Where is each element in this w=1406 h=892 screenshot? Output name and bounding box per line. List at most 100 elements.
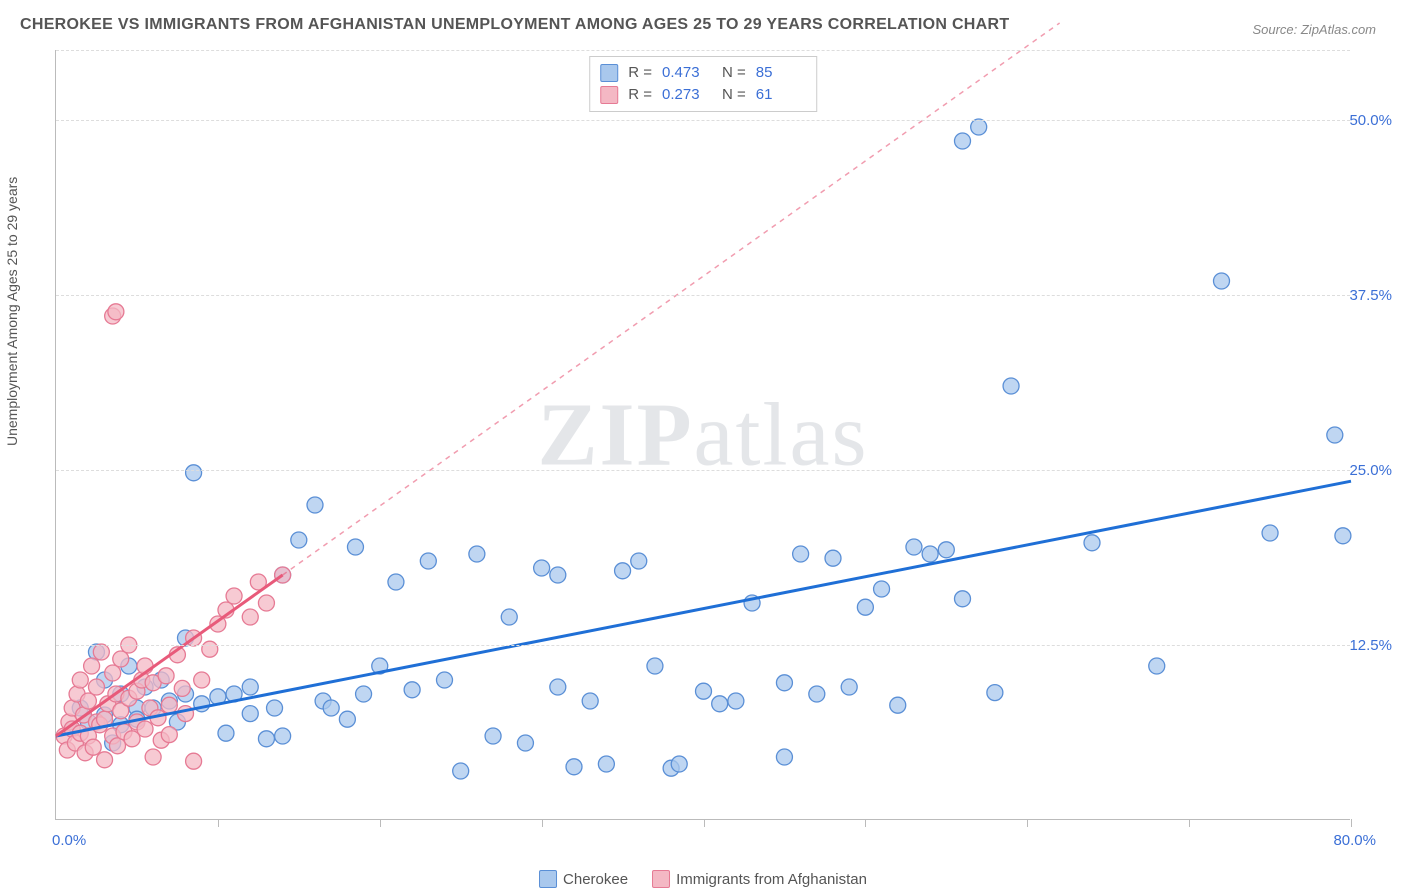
data-point xyxy=(857,599,873,615)
data-point xyxy=(226,588,242,604)
data-point xyxy=(696,683,712,699)
data-point xyxy=(291,532,307,548)
legend-r-value: 0.473 xyxy=(662,62,712,84)
data-point xyxy=(356,686,372,702)
data-point xyxy=(671,756,687,772)
data-point xyxy=(186,465,202,481)
data-point xyxy=(242,706,258,722)
x-axis-min: 0.0% xyxy=(52,832,86,849)
legend-n-value: 61 xyxy=(756,84,806,106)
data-point xyxy=(1262,525,1278,541)
legend-n-label: N = xyxy=(722,62,746,84)
data-point xyxy=(97,752,113,768)
plot-svg xyxy=(56,50,1350,819)
x-tick xyxy=(1189,819,1190,827)
data-point xyxy=(712,696,728,712)
data-point xyxy=(793,546,809,562)
data-point xyxy=(550,679,566,695)
data-point xyxy=(388,574,404,590)
data-point xyxy=(307,497,323,513)
grid-line xyxy=(56,50,1350,51)
data-point xyxy=(1149,658,1165,674)
data-point xyxy=(174,680,190,696)
y-tick-label: 12.5% xyxy=(1349,637,1392,654)
data-point xyxy=(955,591,971,607)
data-point xyxy=(598,756,614,772)
legend-n-value: 85 xyxy=(756,62,806,84)
legend-series: Cherokee Immigrants from Afghanistan xyxy=(539,870,867,888)
legend-r-label: R = xyxy=(628,84,652,106)
data-point xyxy=(194,672,210,688)
data-point xyxy=(1084,535,1100,551)
data-point xyxy=(137,721,153,737)
data-point xyxy=(347,539,363,555)
data-point xyxy=(906,539,922,555)
data-point xyxy=(323,700,339,716)
data-point xyxy=(453,763,469,779)
data-point xyxy=(1335,528,1351,544)
data-point xyxy=(161,697,177,713)
data-point xyxy=(647,658,663,674)
chart-title: CHEROKEE VS IMMIGRANTS FROM AFGHANISTAN … xyxy=(20,16,1009,34)
data-point xyxy=(242,609,258,625)
data-point xyxy=(339,711,355,727)
data-point xyxy=(517,735,533,751)
x-tick xyxy=(218,819,219,827)
legend-r-label: R = xyxy=(628,62,652,84)
x-tick xyxy=(704,819,705,827)
data-point xyxy=(258,731,274,747)
data-point xyxy=(105,665,121,681)
data-point xyxy=(158,668,174,684)
y-tick-label: 25.0% xyxy=(1349,462,1392,479)
data-point xyxy=(404,682,420,698)
data-point xyxy=(890,697,906,713)
x-tick xyxy=(542,819,543,827)
data-point xyxy=(501,609,517,625)
data-point xyxy=(161,727,177,743)
data-point xyxy=(93,644,109,660)
data-point xyxy=(534,560,550,576)
data-point xyxy=(841,679,857,695)
data-point xyxy=(186,753,202,769)
legend-stat-row: R =0.273N =61 xyxy=(600,84,806,106)
grid-line xyxy=(56,120,1350,121)
data-point xyxy=(72,672,88,688)
data-point xyxy=(202,641,218,657)
data-point xyxy=(485,728,501,744)
data-point xyxy=(1214,273,1230,289)
data-point xyxy=(955,133,971,149)
data-point xyxy=(84,658,100,674)
legend-n-label: N = xyxy=(722,84,746,106)
data-point xyxy=(80,693,96,709)
x-tick xyxy=(380,819,381,827)
legend-series-item: Immigrants from Afghanistan xyxy=(652,870,867,888)
data-point xyxy=(582,693,598,709)
data-point xyxy=(809,686,825,702)
data-point xyxy=(145,749,161,765)
data-point xyxy=(971,119,987,135)
x-axis-max: 80.0% xyxy=(1333,832,1376,849)
data-point xyxy=(631,553,647,569)
data-point xyxy=(776,749,792,765)
grid-line xyxy=(56,470,1350,471)
x-tick xyxy=(1351,819,1352,827)
data-point xyxy=(242,679,258,695)
legend-series-item: Cherokee xyxy=(539,870,628,888)
legend-stat-row: R = 0.473 N = 85 xyxy=(600,62,806,84)
legend-swatch xyxy=(600,64,618,82)
x-tick xyxy=(1027,819,1028,827)
y-tick-label: 37.5% xyxy=(1349,287,1392,304)
data-point xyxy=(218,725,234,741)
data-point xyxy=(437,672,453,688)
legend-swatch xyxy=(539,870,557,888)
legend-series-label: Immigrants from Afghanistan xyxy=(676,871,867,888)
grid-line xyxy=(56,645,1350,646)
x-tick xyxy=(865,819,866,827)
data-point xyxy=(550,567,566,583)
data-point xyxy=(825,550,841,566)
data-point xyxy=(874,581,890,597)
data-point xyxy=(420,553,436,569)
data-point xyxy=(615,563,631,579)
legend-stats: R =0.473N =85R =0.273N =61 xyxy=(589,56,817,112)
legend-swatch xyxy=(600,86,618,104)
